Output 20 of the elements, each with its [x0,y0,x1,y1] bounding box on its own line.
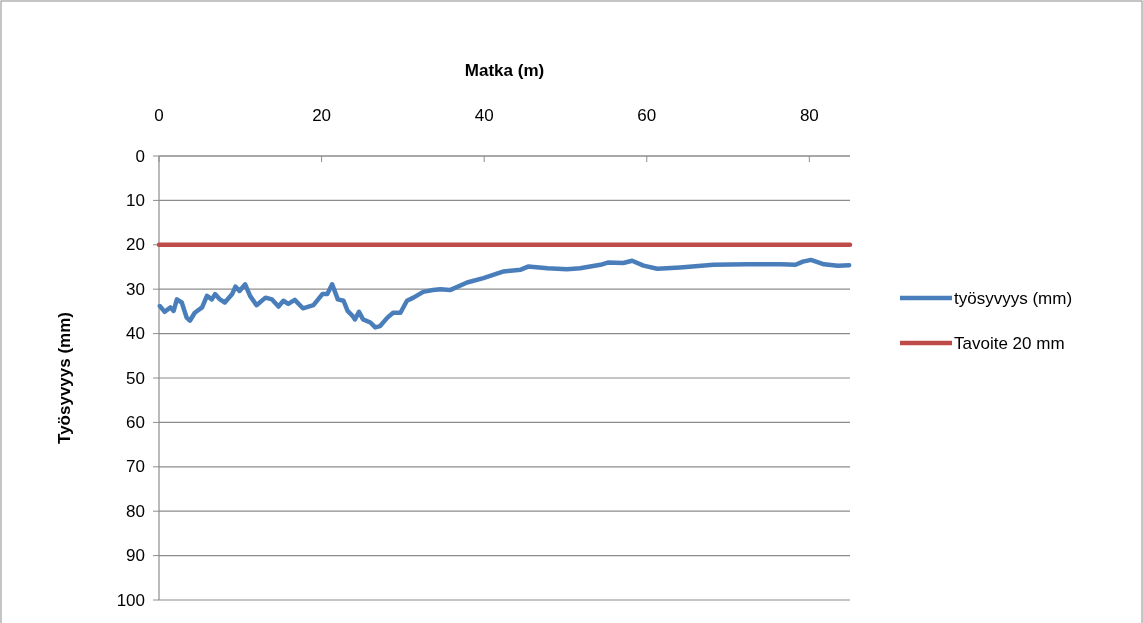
y-tick-label: 80 [126,501,145,521]
y-tick-label: 60 [126,412,145,432]
y-tick-label: 50 [126,368,145,388]
y-tick-label: 30 [126,279,145,299]
x-tick-label: 80 [799,105,819,125]
y-tick-label: 70 [126,457,145,477]
x-tick-label: 20 [312,105,332,125]
x-tick-label: 60 [637,105,657,125]
y-tick-label: 20 [126,235,145,255]
y-tick-label: 0 [135,146,145,166]
x-axis-title: Matka (m) [464,60,545,80]
legend-label: Tavoite 20 mm [954,333,1065,353]
y-tick-label: 100 [116,590,145,610]
y-tick-label: 40 [126,324,145,344]
legend-label: työsyvyys (mm) [954,288,1073,308]
x-tick-label: 0 [154,105,164,125]
y-tick-label: 90 [126,546,145,566]
y-axis-title: Työsyvyys (mm) [54,312,74,444]
x-tick-label: 40 [474,105,494,125]
y-tick-label: 10 [126,190,145,210]
